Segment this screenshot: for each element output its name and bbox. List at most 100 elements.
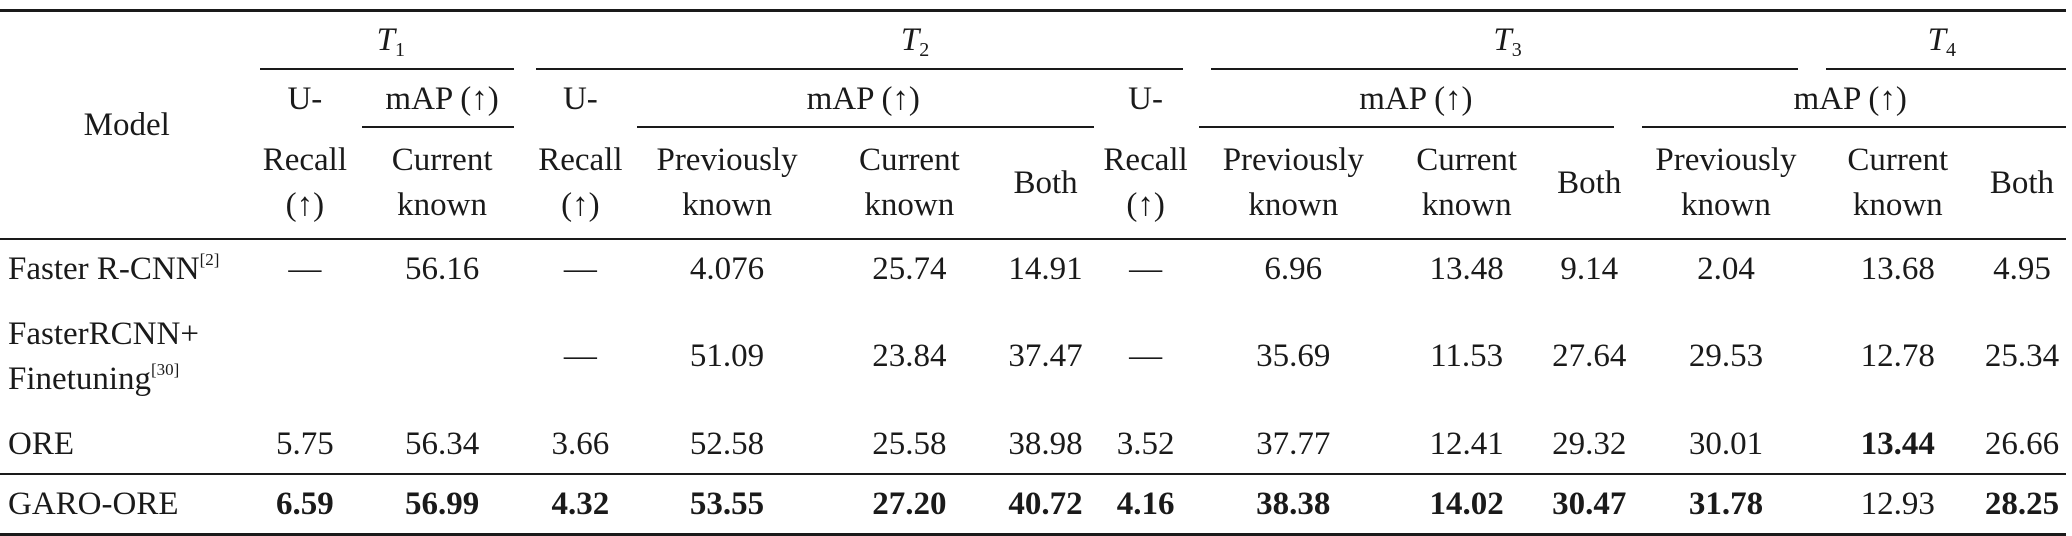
- current-label: Current: [1847, 142, 1949, 179]
- current-label: Current: [1416, 142, 1518, 179]
- table-cell: 30.47: [1544, 474, 1635, 536]
- table-cell: 14.02: [1389, 474, 1545, 536]
- map-label: mAP (↑): [1793, 80, 1907, 117]
- table-cell: 37.47: [1008, 338, 1083, 375]
- current-label: Current: [858, 142, 960, 179]
- known-label: known: [682, 187, 772, 223]
- table-cell: 13.68: [1860, 250, 1935, 287]
- gap-cell: [528, 9, 633, 70]
- table-cell: 3.66: [528, 415, 633, 475]
- task-subscript: 1: [394, 39, 405, 61]
- table-cell: 11.53: [1430, 338, 1504, 375]
- results-table: Model T1 T2 T3 T4 U- mAP (↑) U- mAP (↑): [0, 9, 2066, 536]
- table-cell: 56.16: [404, 250, 480, 287]
- u-recall-arrow: (↑): [1126, 187, 1165, 223]
- header-row-subcolumns: Recall (↑) Current known Recall (↑) Previou…: [0, 128, 2066, 240]
- task-header-t3: T3: [1197, 9, 1818, 70]
- u-recall-prefix: U-: [1128, 80, 1163, 117]
- group-rule: [535, 68, 1184, 70]
- header-row-tasks: Model T1 T2 T3 T4: [0, 9, 2066, 239]
- group-rule: [636, 126, 1094, 128]
- table-cell: 28.25: [1977, 474, 2066, 536]
- table-cell: 38.98: [997, 415, 1094, 475]
- u-recall-top-t3: U-: [1094, 70, 1198, 128]
- group-rule: [1642, 126, 2066, 128]
- table-cell: 4.95: [1993, 250, 2051, 287]
- task-subscript: 4: [1945, 39, 1956, 61]
- model-name-line1: FasterRCNN+: [8, 315, 199, 352]
- table-cell: 13.44: [1817, 415, 1978, 475]
- model-header-label: Model: [83, 106, 170, 143]
- known-label: known: [1681, 187, 1771, 223]
- current-known-header-t1: Current known: [356, 128, 528, 240]
- current-known-header-t3: Current known: [1389, 128, 1545, 240]
- table-cell: [254, 298, 357, 415]
- u-recall-word: Recall: [538, 142, 623, 179]
- known-label: known: [1421, 187, 1512, 223]
- u-recall-header-t1: Recall (↑): [253, 128, 357, 240]
- table-cell: —: [1129, 338, 1163, 375]
- table-cell: 38.38: [1197, 474, 1390, 536]
- table-cell: 29.32: [1544, 415, 1635, 475]
- table-row-finetuning: FasterRCNN+ Finetuning[30] — 51.09 23.84 …: [0, 298, 2066, 415]
- table-cell: 13.48: [1429, 250, 1504, 287]
- u-recall-prefix: U-: [287, 80, 323, 117]
- u-recall-arrow: (↑): [285, 187, 325, 223]
- group-rule: [362, 126, 514, 128]
- known-label: known: [397, 187, 488, 223]
- u-recall-top-t2: U-: [528, 70, 633, 128]
- map-header-t2: mAP (↑): [633, 70, 1094, 128]
- task-subscript: 2: [919, 39, 930, 61]
- both-header-t4: Both: [1977, 128, 2066, 240]
- group-rule: [259, 68, 514, 70]
- model-header: Model: [0, 9, 254, 239]
- u-recall-header-t3: Recall (↑): [1093, 128, 1198, 240]
- citation: [2]: [199, 249, 220, 269]
- task-title-t2: T2: [900, 22, 930, 61]
- table-cell: 52.58: [632, 415, 822, 475]
- table-cell: 51.09: [689, 338, 765, 375]
- current-label: Current: [391, 142, 493, 179]
- known-label: known: [864, 187, 955, 223]
- task-header-t1: T1: [253, 9, 528, 70]
- table-cell: 4.16: [1093, 474, 1198, 536]
- table-cell: 3.52: [1093, 415, 1198, 475]
- model-cell: Faster R-CNN[2]: [0, 239, 254, 298]
- table-cell: —: [288, 250, 322, 287]
- task-letter: T: [900, 22, 920, 58]
- table-cell: 12.41: [1389, 415, 1545, 475]
- table-cell: —: [563, 250, 597, 287]
- map-header-t1: mAP (↑): [356, 70, 528, 128]
- table-cell: 25.34: [1984, 338, 2060, 375]
- table-cell: 40.72: [997, 474, 1094, 536]
- task-title-t3: T3: [1493, 22, 1522, 61]
- both-header-t3: Both: [1544, 128, 1635, 240]
- header-row-metrics: U- mAP (↑) U- mAP (↑) U- mAP (↑) mAP (↑): [0, 70, 2066, 128]
- table-cell: [356, 298, 528, 415]
- current-known-header-t2: Current known: [821, 128, 998, 240]
- task-header-t4: T4: [1817, 9, 2066, 70]
- table-cell: 27.20: [821, 474, 998, 536]
- table-cell: 31.78: [1634, 474, 1818, 536]
- table-cell: 5.75: [253, 415, 357, 475]
- model-name: ORE: [8, 425, 74, 462]
- table-cell: 37.77: [1197, 415, 1390, 475]
- known-label: known: [1248, 187, 1339, 223]
- map-header-t3: mAP (↑): [1197, 70, 1634, 128]
- table-cell: 29.53: [1688, 338, 1764, 375]
- table-cell: —: [563, 338, 597, 375]
- table-cell: 56.99: [356, 474, 528, 536]
- task-subscript: 3: [1511, 39, 1522, 61]
- table-row-ore: ORE 5.75 56.34 3.66 52.58 25.58 38.98 3.…: [0, 415, 2066, 475]
- group-rule: [1825, 68, 2066, 70]
- map-label: mAP (↑): [806, 80, 920, 117]
- task-title-t4: T4: [1927, 22, 1956, 61]
- table-cell: 2.04: [1697, 250, 1755, 287]
- u-recall-arrow: (↑): [561, 187, 600, 223]
- task-letter: T: [1927, 22, 1946, 58]
- table-cell: 9.14: [1560, 250, 1619, 287]
- table-cell: 12.78: [1860, 338, 1935, 375]
- table-cell: 6.96: [1264, 250, 1323, 287]
- both-label: Both: [1557, 164, 1622, 201]
- model-cell: GARO-ORE: [0, 474, 254, 536]
